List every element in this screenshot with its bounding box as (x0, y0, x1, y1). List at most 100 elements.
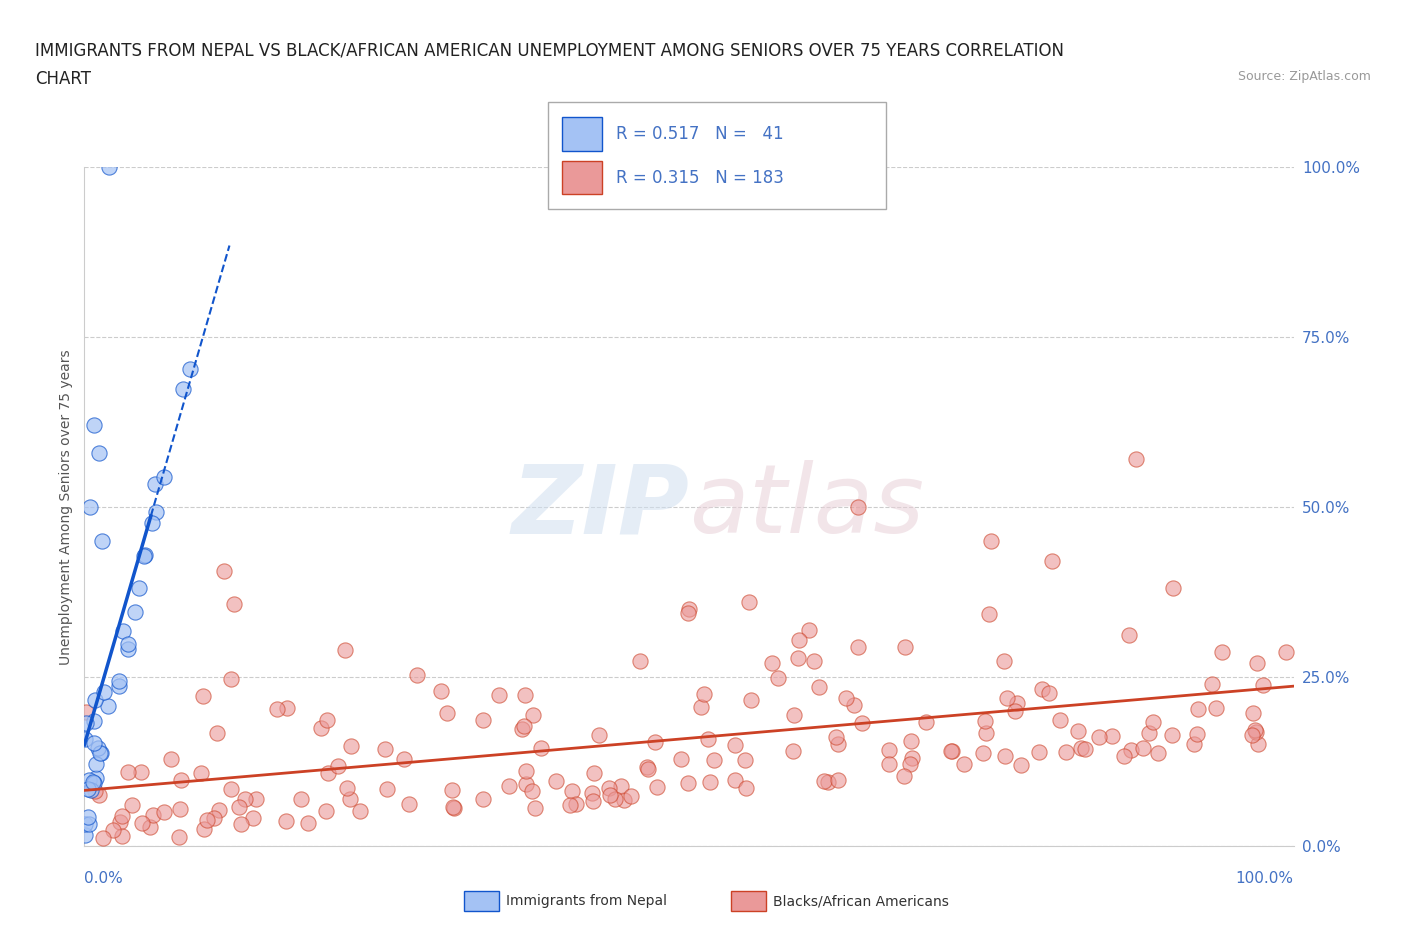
Point (110, 829, 132, 844)
Point (83, 775, 105, 790)
Point (1125, 452, 1147, 467)
Point (245, 792, 267, 807)
Point (1244, 722, 1267, 737)
Point (515, 764, 537, 778)
Point (87, 788, 110, 803)
Point (128, 580, 150, 595)
Point (599, 788, 621, 803)
Point (316, 713, 339, 728)
Point (898, 756, 921, 771)
Point (153, 804, 176, 819)
Point (1070, 740, 1092, 755)
Point (142, 807, 165, 822)
Point (80, 782, 103, 797)
Point (336, 781, 359, 796)
Point (219, 781, 242, 796)
Point (825, 730, 848, 745)
Point (83, 736, 105, 751)
Point (233, 791, 256, 806)
Point (83, 713, 105, 728)
Point (212, 564, 235, 578)
Point (375, 782, 398, 797)
Point (1031, 682, 1053, 697)
Point (766, 671, 789, 685)
Point (339, 792, 361, 807)
Point (676, 605, 699, 620)
Point (290, 792, 312, 807)
Point (1087, 729, 1109, 744)
Point (430, 684, 453, 698)
Point (581, 785, 603, 800)
Point (108, 679, 131, 694)
Point (190, 765, 212, 780)
Point (179, 361, 201, 376)
Point (84, 770, 107, 785)
Point (228, 799, 250, 814)
Point (170, 772, 193, 787)
Point (219, 671, 242, 686)
Point (512, 718, 534, 733)
Point (406, 668, 429, 683)
Point (117, 764, 139, 779)
Point (734, 752, 756, 767)
Point (813, 773, 835, 788)
Point (724, 773, 747, 788)
Point (139, 819, 162, 834)
Text: Immigrants from Nepal: Immigrants from Nepal (506, 894, 668, 909)
Point (472, 712, 495, 727)
Point (208, 803, 231, 817)
Point (1054, 744, 1077, 759)
Point (202, 810, 225, 825)
Point (515, 777, 537, 791)
Point (893, 640, 915, 655)
Point (740, 693, 762, 708)
Point (224, 596, 246, 611)
Point (973, 713, 995, 728)
Point (297, 816, 319, 830)
Point (276, 814, 298, 829)
Point (167, 830, 190, 844)
Point (995, 691, 1018, 706)
Point (827, 773, 849, 788)
Point (1205, 701, 1227, 716)
Point (1038, 685, 1060, 700)
Point (846, 639, 869, 654)
Point (276, 700, 298, 715)
Point (893, 769, 915, 784)
Point (472, 791, 495, 806)
Point (131, 816, 153, 830)
Point (787, 632, 810, 647)
Point (153, 470, 176, 485)
Point (91, 830, 114, 845)
Point (1040, 553, 1063, 568)
Point (112, 624, 135, 639)
Point (939, 744, 962, 759)
Point (121, 798, 143, 813)
Point (440, 782, 463, 797)
Point (603, 791, 626, 806)
Text: 0.0%: 0.0% (84, 871, 124, 886)
Point (84, 692, 107, 707)
Point (191, 689, 214, 704)
Point (1049, 712, 1071, 727)
Point (77, 809, 100, 824)
Point (91, 534, 114, 549)
Point (1161, 581, 1184, 596)
Point (808, 680, 831, 695)
Point (1247, 737, 1270, 751)
Point (637, 762, 659, 777)
Point (803, 654, 825, 669)
Point (582, 765, 605, 780)
Point (124, 604, 146, 619)
Point (143, 477, 166, 492)
Point (1118, 628, 1140, 643)
Text: atlas: atlas (689, 460, 924, 553)
Point (89, 745, 111, 760)
Point (316, 765, 339, 780)
Point (1251, 678, 1274, 693)
Point (84, 757, 107, 772)
Point (979, 606, 1001, 621)
Point (1241, 705, 1264, 720)
Point (117, 636, 139, 651)
Point (879, 757, 901, 772)
